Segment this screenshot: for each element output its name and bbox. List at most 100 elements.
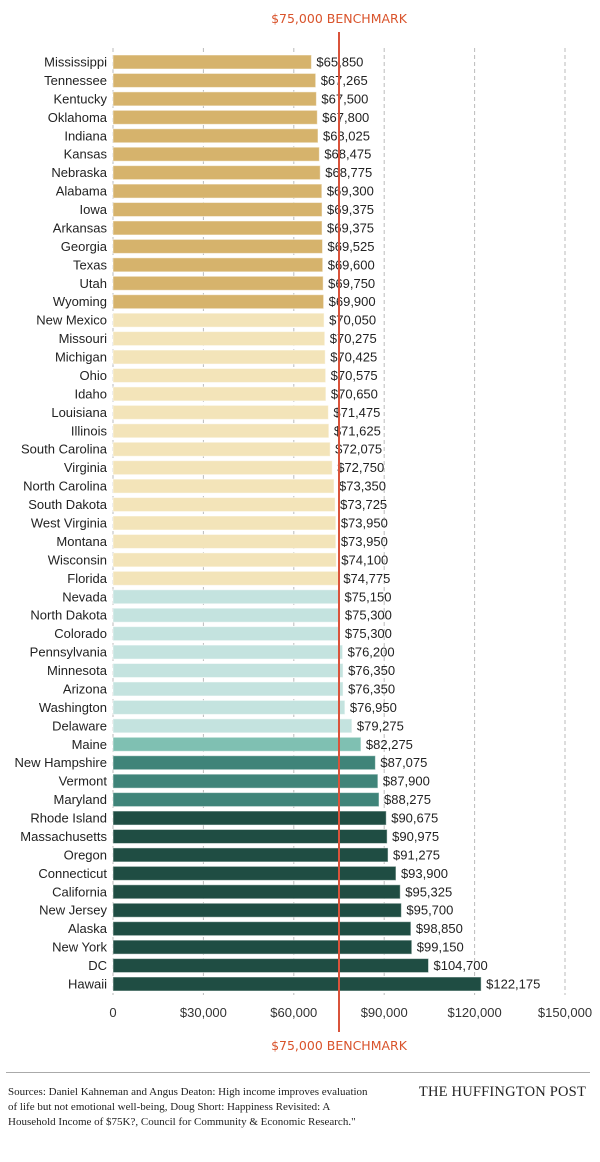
bar [112,165,321,181]
value-label: $69,750 [328,276,375,291]
value-label: $98,850 [416,921,463,936]
bar [112,257,324,273]
category-label: Wisconsin [48,552,107,567]
bar [112,478,335,494]
bar [112,958,429,974]
value-label: $75,300 [345,626,392,641]
category-label: DC [88,958,107,973]
bar [112,792,380,808]
bar [112,607,341,623]
value-label: $70,650 [331,386,378,401]
value-label: $75,300 [345,608,392,623]
bar [112,884,401,900]
bar [112,773,379,789]
category-label: New Hampshire [15,755,107,770]
category-label: South Dakota [28,497,108,512]
value-label: $72,750 [337,460,384,475]
bar [112,515,337,531]
category-label: Georgia [61,239,108,254]
value-label: $87,900 [383,774,430,789]
category-label: Hawaii [68,977,107,992]
category-label: Utah [80,276,107,291]
bar [112,699,346,715]
category-label: Maine [72,737,107,752]
bar [112,939,413,955]
x-tick-label: $120,000 [447,1005,501,1020]
bar [112,220,323,236]
value-label: $67,800 [322,110,369,125]
value-label: $71,625 [334,423,381,438]
value-label: $95,700 [406,903,453,918]
value-label: $95,325 [405,884,452,899]
value-label: $76,950 [350,700,397,715]
bar [112,441,331,457]
x-tick-label: $60,000 [270,1005,317,1020]
bar [112,644,344,660]
bar [112,552,337,568]
category-label: Delaware [52,718,107,733]
value-label: $90,975 [392,829,439,844]
category-label: New York [52,940,107,955]
value-label: $70,275 [330,331,377,346]
category-label: Indiana [64,128,107,143]
value-label: $73,950 [341,534,388,549]
value-label: $70,050 [329,313,376,328]
value-label: $67,265 [321,73,368,88]
value-label: $69,375 [327,220,374,235]
category-label: Mississippi [44,55,107,70]
bar [112,533,337,549]
category-label: Wyoming [53,294,107,309]
bar [112,681,344,697]
bar [112,423,330,439]
category-label: Alabama [56,184,108,199]
value-label: $79,275 [357,718,404,733]
bar [112,202,323,218]
category-label: Arizona [63,681,108,696]
value-label: $76,350 [348,663,395,678]
value-label: $93,900 [401,866,448,881]
category-label: West Virginia [31,516,108,531]
category-label: North Dakota [30,608,107,623]
value-label: $74,100 [341,552,388,567]
value-label: $74,775 [343,571,390,586]
value-label: $69,300 [327,184,374,199]
bar [112,847,389,863]
value-label: $104,700 [433,958,487,973]
value-label: $122,175 [486,977,540,992]
income-bar-chart: Mississippi$65,850Tennessee$67,265Kentuc… [15,11,593,1053]
category-label: Nevada [62,589,108,604]
bar [112,736,362,752]
bar [112,331,326,347]
category-label: Montana [56,534,107,549]
value-label: $68,475 [324,147,371,162]
category-label: Texas [73,257,107,272]
value-label: $69,525 [328,239,375,254]
x-tick-label: $90,000 [361,1005,408,1020]
category-label: Vermont [59,774,108,789]
bar [112,294,325,310]
category-label: Rhode Island [30,811,107,826]
value-label: $73,950 [341,516,388,531]
bar [112,921,412,937]
bar [112,386,327,402]
benchmark-label-bottom: $75,000 BENCHMARK [271,1038,408,1053]
value-label: $71,475 [333,405,380,420]
value-label: $90,675 [391,811,438,826]
bar [112,810,387,826]
value-label: $87,075 [380,755,427,770]
category-label: Kansas [64,147,108,162]
value-label: $68,775 [325,165,372,180]
bar [112,312,325,328]
value-label: $75,150 [344,589,391,604]
category-label: Alaska [68,921,108,936]
bar [112,460,333,476]
bar [112,404,329,420]
category-label: Connecticut [38,866,107,881]
footer-divider [6,1072,590,1073]
category-label: New Mexico [36,313,107,328]
value-label: $82,275 [366,737,413,752]
bar [112,828,388,844]
bar [112,146,320,162]
category-label: Tennessee [44,73,107,88]
category-label: Arkansas [53,220,108,235]
